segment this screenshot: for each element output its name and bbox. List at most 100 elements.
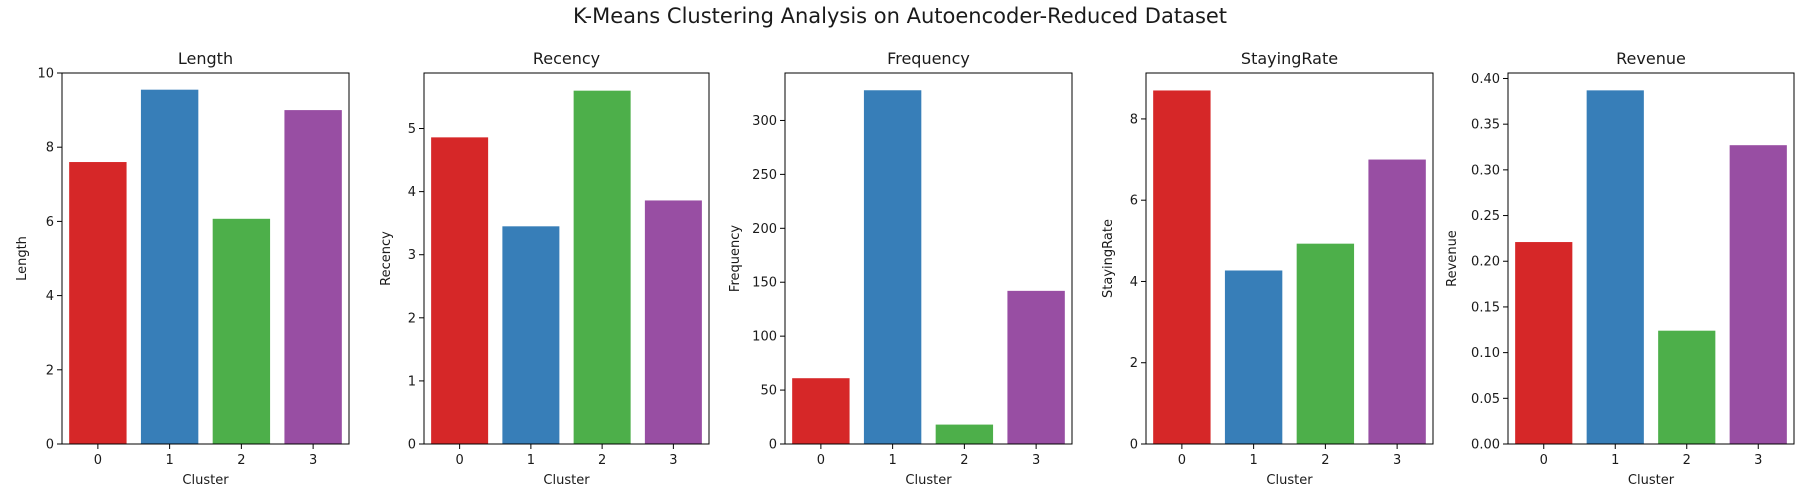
subplot-2: 0 1 2 3 0 50 100 150 200 250 300 Frequency Cluster Fr… (728, 49, 1073, 488)
x-tick-label: 2 (598, 453, 606, 468)
y-tick-label: 4 (1130, 275, 1138, 290)
y-tick-label: 150 (752, 276, 777, 291)
y-tick-label: 0.30 (1471, 163, 1500, 178)
bar-cluster-3 (1007, 290, 1065, 444)
y-tick-label: 0.35 (1471, 118, 1500, 133)
subplot-title: StayingRate (1241, 49, 1338, 68)
y-tick-label: 0.05 (1471, 392, 1500, 407)
y-tick-label: 6 (1130, 194, 1138, 209)
bar-cluster-0 (1153, 90, 1211, 444)
x-tick-label: 1 (1611, 453, 1619, 468)
y-axis-label: Recency (379, 231, 394, 286)
y-tick-label: 0.40 (1471, 72, 1500, 87)
x-tick-label: 3 (1032, 453, 1040, 468)
subplot-0: 0 1 2 3 0 2 4 6 8 10 Length Cluster Length (15, 49, 350, 488)
bar-cluster-1 (502, 226, 560, 444)
y-tick-label: 4 (46, 289, 54, 304)
x-tick-label: 2 (960, 453, 968, 468)
x-tick-label: 0 (817, 453, 825, 468)
y-tick-label: 5 (408, 122, 416, 137)
x-axis-label: Cluster (182, 473, 229, 488)
y-tick-label: 3 (408, 248, 416, 263)
x-axis-label: Cluster (905, 473, 952, 488)
bar-cluster-3 (284, 110, 342, 444)
bar-cluster-2 (212, 218, 271, 444)
y-tick-label: 8 (1130, 112, 1138, 127)
y-tick-label: 6 (46, 215, 54, 230)
y-axis-label: Frequency (728, 225, 743, 292)
x-tick-label: 1 (165, 453, 173, 468)
axes-frame (1145, 72, 1434, 445)
subplot-title: Revenue (1616, 49, 1686, 68)
x-tick-label: 3 (1754, 453, 1762, 468)
subplot-title: Recency (533, 49, 600, 68)
axes-frame (784, 72, 1073, 445)
x-tick-label: 3 (669, 453, 677, 468)
y-tick-label: 2 (46, 363, 54, 378)
bar-cluster-1 (1224, 270, 1283, 444)
subplot-1: 0 1 2 3 0 1 2 3 4 5 Recency Cluster Recency (379, 49, 710, 488)
y-tick-label: 0.15 (1471, 300, 1500, 315)
x-tick-label: 0 (1178, 453, 1186, 468)
x-tick-label: 0 (1540, 453, 1548, 468)
y-tick-label: 0.10 (1471, 346, 1500, 361)
bar-cluster-1 (140, 89, 199, 444)
bar-cluster-0 (431, 137, 489, 445)
x-tick-label: 2 (237, 453, 245, 468)
axes-frame (423, 72, 710, 445)
y-tick-label: 0.20 (1471, 255, 1500, 270)
y-tick-label: 50 (760, 384, 777, 399)
y-tick-label: 10 (37, 67, 54, 82)
y-axis-label: Length (15, 236, 30, 281)
x-tick-label: 3 (309, 453, 317, 468)
bar-cluster-1 (1586, 90, 1644, 445)
y-tick-label: 1 (408, 374, 416, 389)
axes-frame (1507, 72, 1795, 445)
bar-cluster-1 (863, 90, 922, 444)
x-axis-label: Cluster (1628, 473, 1675, 488)
subplot-3: 0 1 2 3 0 2 4 6 8 StayingRate Cluster StayingRate (1101, 49, 1434, 488)
bar-cluster-2 (573, 90, 631, 445)
y-axis-label: StayingRate (1101, 219, 1116, 298)
y-tick-label: 0 (408, 438, 416, 453)
x-tick-label: 2 (1683, 453, 1691, 468)
x-tick-label: 0 (94, 453, 102, 468)
subplot-title: Length (178, 49, 233, 68)
y-axis-label: Revenue (1445, 230, 1460, 287)
axes-frame (61, 72, 350, 445)
y-tick-label: 0.00 (1471, 438, 1500, 453)
bar-cluster-2 (1658, 330, 1716, 444)
x-axis-label: Cluster (1266, 473, 1313, 488)
y-tick-label: 2 (1130, 356, 1138, 371)
x-tick-label: 2 (1321, 453, 1329, 468)
y-tick-label: 2 (408, 311, 416, 326)
y-tick-label: 250 (752, 168, 777, 183)
y-tick-label: 0 (46, 438, 54, 453)
bar-cluster-3 (1368, 159, 1426, 445)
y-tick-label: 0.25 (1471, 209, 1500, 224)
y-tick-label: 300 (752, 114, 777, 129)
y-tick-label: 0 (1130, 438, 1138, 453)
subplot-4: 0 1 2 3 0.00 0.05 0.10 0.15 0.20 0.25 0.30 0.35 0.40… (1445, 49, 1795, 488)
bar-cluster-2 (935, 424, 994, 444)
x-tick-label: 1 (527, 453, 535, 468)
bar-cluster-0 (69, 162, 127, 445)
x-tick-label: 1 (1249, 453, 1257, 468)
bar-cluster-3 (1729, 145, 1787, 444)
bar-cluster-0 (1515, 242, 1573, 444)
bar-cluster-0 (792, 378, 850, 444)
y-tick-label: 8 (46, 141, 54, 156)
figure-title: K-Means Clustering Analysis on Autoencod… (572, 4, 1228, 28)
x-axis-label: Cluster (543, 473, 590, 488)
x-tick-label: 0 (455, 453, 463, 468)
y-tick-label: 4 (408, 185, 416, 200)
x-tick-label: 1 (888, 453, 896, 468)
y-tick-label: 200 (752, 222, 777, 237)
x-tick-label: 3 (1393, 453, 1401, 468)
bar-cluster-2 (1296, 243, 1355, 444)
y-tick-label: 0 (769, 438, 777, 453)
y-tick-label: 100 (752, 330, 777, 345)
subplot-title: Frequency (887, 49, 970, 68)
bar-cluster-3 (644, 200, 702, 444)
